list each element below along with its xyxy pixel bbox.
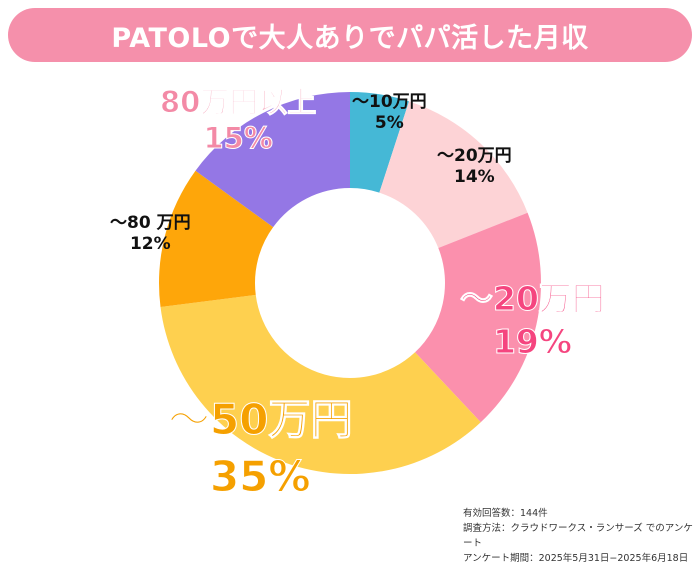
label-10man: 〜10万円 5% [352,92,427,135]
survey-notes: 有効回答数：144件 調査方法：クラウドワークス・ランサーズ でのアンケート ア… [463,506,700,566]
value-label: 19% [492,321,572,361]
category-label: 〜20万円 [460,279,606,319]
donut-slice-1 [379,101,528,249]
donut-slice-5 [195,92,350,228]
category-label: 〜50万円 [167,395,353,445]
value-label: 35% [209,451,311,501]
donut-slice-4 [159,170,274,307]
label-80man-over: 80万円以上 15% [159,84,317,157]
title-bar: PATOLOで大人ありでパパ活した月収 [8,8,692,62]
donut-slice-3 [160,294,481,474]
value-label: 12% [129,234,171,255]
donut-slice-0 [350,92,410,193]
donut-chart [159,92,541,474]
note-period: アンケート期間：2025年5月31日−2025年6月18日 [463,553,689,564]
value-label: 5% [374,113,404,134]
label-50man: 〜50万円 35% [167,392,353,505]
value-label: 15% [203,121,273,156]
category-label: 〜10万円 [352,92,427,112]
label-80man: 〜80 万円 12% [110,213,191,256]
category-label: 80万円以上 [159,84,317,119]
donut-slice-2 [415,212,541,423]
note-method: 調査方法：クラウドワークス・ランサーズ でのアンケート [463,523,693,549]
category-label: 〜20万円 [437,146,512,166]
note-responses: 有効回答数：144件 [463,508,548,519]
label-20man-a: 〜20万円 14% [437,146,512,189]
label-20man-b: 〜20万円 19% [460,278,606,364]
category-label: 〜80 万円 [110,213,191,233]
chart-title: PATOLOで大人ありでパパ活した月収 [111,22,589,54]
value-label: 14% [453,167,495,188]
